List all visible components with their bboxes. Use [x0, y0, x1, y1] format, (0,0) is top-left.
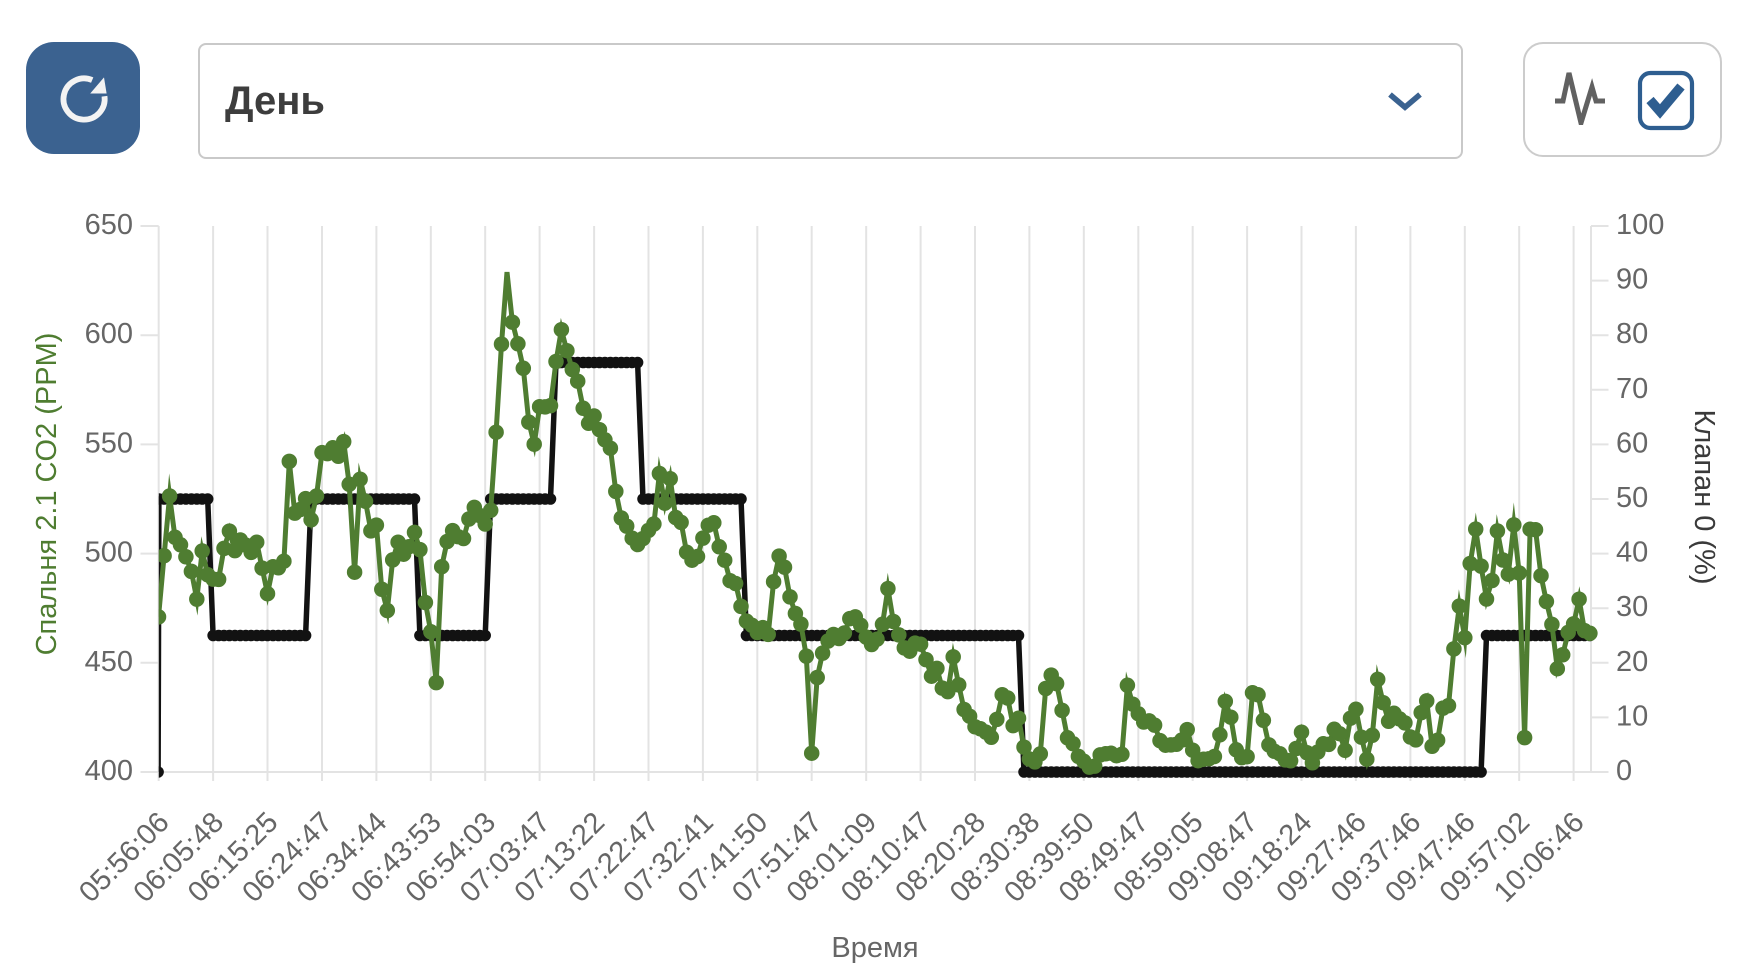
svg-text:Спальня 2.1 CO2 (PPM): Спальня 2.1 CO2 (PPM): [31, 333, 63, 656]
svg-text:10: 10: [1616, 700, 1648, 732]
svg-text:80: 80: [1616, 318, 1648, 350]
svg-text:40: 40: [1616, 537, 1648, 569]
svg-text:Клапан 0 (%): Клапан 0 (%): [1688, 409, 1720, 584]
svg-text:90: 90: [1616, 264, 1648, 296]
svg-text:20: 20: [1616, 646, 1648, 678]
svg-text:550: 550: [85, 427, 133, 459]
svg-text:30: 30: [1616, 591, 1648, 623]
svg-text:500: 500: [85, 537, 133, 569]
svg-text:400: 400: [85, 755, 133, 787]
svg-text:60: 60: [1616, 427, 1648, 459]
svg-text:450: 450: [85, 646, 133, 678]
svg-text:Время: Время: [831, 932, 918, 964]
svg-text:70: 70: [1616, 373, 1648, 405]
svg-text:600: 600: [85, 318, 133, 350]
svg-text:650: 650: [85, 209, 133, 241]
svg-text:100: 100: [1616, 209, 1664, 241]
svg-text:0: 0: [1616, 755, 1632, 787]
svg-text:50: 50: [1616, 482, 1648, 514]
